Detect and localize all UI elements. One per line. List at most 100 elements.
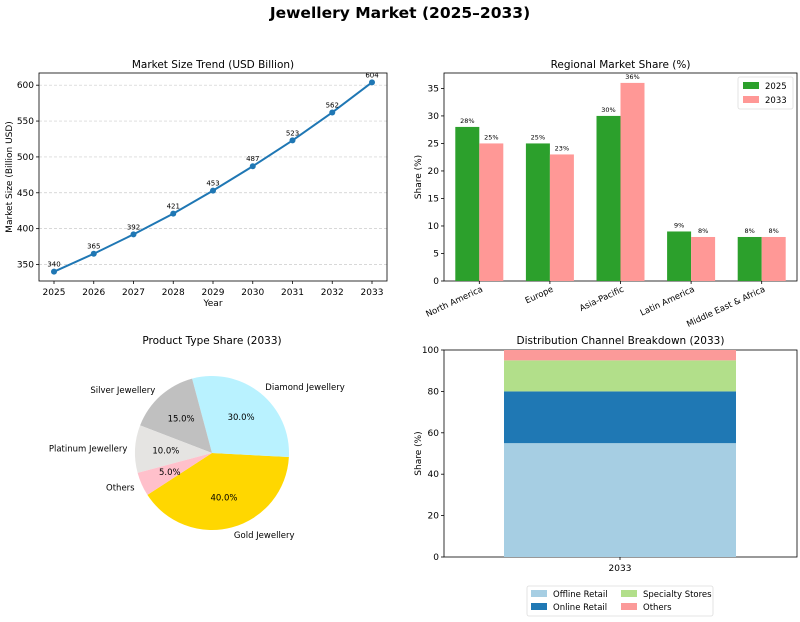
- stacked-bar-segment: [504, 360, 736, 392]
- pie-slice-label: Others: [106, 483, 135, 493]
- chart-title: Regional Market Share (%): [551, 59, 691, 71]
- legend-swatch: [621, 603, 637, 610]
- pie-slice: [135, 425, 212, 473]
- x-tick-label: 2029: [202, 288, 225, 298]
- data-point: [90, 250, 97, 257]
- bar: [549, 154, 574, 281]
- x-tick-label: North America: [425, 285, 485, 320]
- y-tick-label: 450: [17, 189, 34, 199]
- y-tick-label: 80: [428, 387, 440, 397]
- y-tick-label: 0: [433, 277, 439, 287]
- bar-value-label: 28%: [460, 117, 474, 125]
- data-point: [170, 210, 177, 217]
- chart-title: Product Type Share (2033): [142, 335, 281, 347]
- bar: [620, 82, 645, 282]
- pie-pct-label: 30.0%: [228, 413, 255, 423]
- y-tick-label: 20: [428, 167, 440, 177]
- legend-label: Offline Retail: [553, 590, 608, 600]
- x-tick-label: 2025: [43, 288, 66, 298]
- y-tick-label: 350: [17, 261, 34, 271]
- data-point: [130, 231, 137, 238]
- x-tick-label: Latin America: [639, 285, 697, 319]
- stacked-bar-segment: [504, 350, 736, 361]
- y-tick-label: 550: [17, 117, 34, 127]
- data-point: [210, 187, 216, 194]
- data-label: 365: [87, 243, 100, 251]
- bar-value-label: 30%: [601, 106, 615, 114]
- pie-slice-label: Silver Jewellery: [90, 386, 155, 396]
- data-label: 604: [365, 71, 379, 79]
- data-point: [51, 268, 57, 275]
- pie-pct-label: 40.0%: [210, 494, 237, 504]
- x-tick-label: Middle East & Africa: [685, 285, 767, 330]
- legend-swatch: [621, 590, 637, 597]
- bar-value-label: 25%: [531, 133, 545, 141]
- pie-pct-label: 10.0%: [152, 447, 179, 457]
- x-tick-label: 2033: [609, 564, 632, 574]
- y-tick-label: 35: [428, 84, 439, 94]
- legend-label: Specialty Stores: [643, 590, 712, 600]
- x-tick-label: 2030: [241, 288, 264, 298]
- bar: [691, 236, 716, 281]
- x-tick-label: 2033: [361, 288, 384, 298]
- x-tick-label: 2028: [162, 288, 185, 298]
- y-axis-label: Share (%): [414, 155, 424, 199]
- y-tick-label: 100: [422, 346, 439, 356]
- legend-label: Online Retail: [553, 603, 607, 613]
- bar-value-label: 25%: [484, 133, 498, 141]
- series-line: [53, 81, 373, 273]
- legend-box: [526, 585, 714, 617]
- x-tick-label: 2026: [82, 288, 105, 298]
- y-tick-label: 20: [428, 512, 440, 522]
- y-tick-label: 5: [433, 249, 439, 259]
- y-tick-label: 60: [428, 429, 440, 439]
- bar-value-label: 8%: [698, 227, 708, 235]
- pie-slice: [137, 453, 212, 495]
- bar-value-label: 23%: [555, 144, 569, 152]
- y-axis-label: Share (%): [414, 431, 424, 475]
- data-label: 340: [47, 261, 60, 269]
- chart-title: Distribution Channel Breakdown (2033): [517, 335, 725, 347]
- chart-title: Market Size Trend (USD Billion): [132, 59, 294, 71]
- data-point: [369, 79, 375, 86]
- bar: [479, 143, 504, 281]
- y-axis-label: Market Size (Billion USD): [5, 121, 15, 233]
- data-label: 562: [326, 101, 339, 109]
- bar: [596, 115, 621, 282]
- y-tick-label: 10: [428, 222, 440, 232]
- bar: [525, 143, 550, 281]
- legend-swatch: [743, 96, 759, 103]
- bar-value-label: 8%: [745, 227, 755, 235]
- y-tick-label: 25: [428, 139, 439, 149]
- bar: [667, 231, 692, 281]
- legend-label: 2025: [765, 82, 787, 92]
- pie-slice: [147, 453, 289, 530]
- pie-slice-label: Diamond Jewellery: [265, 383, 344, 393]
- x-tick-label: 2031: [281, 288, 304, 298]
- data-label: 523: [286, 129, 299, 137]
- stacked-bar-segment: [504, 391, 736, 444]
- legend-label: Others: [643, 603, 672, 613]
- bar-value-label: 36%: [625, 73, 639, 81]
- x-axis-label: Year: [202, 299, 222, 309]
- stacked-bar-segment: [504, 443, 736, 557]
- legend-swatch: [531, 603, 547, 610]
- bar-value-label: 8%: [769, 227, 779, 235]
- pie-pct-label: 15.0%: [168, 415, 195, 425]
- legend-label: 2033: [765, 96, 787, 106]
- y-tick-label: 30: [428, 112, 440, 122]
- bar: [737, 236, 762, 281]
- x-tick-label: Asia-Pacific: [578, 285, 626, 314]
- data-point: [249, 163, 256, 170]
- data-label: 421: [167, 203, 180, 211]
- x-tick-label: 2032: [321, 288, 344, 298]
- data-label: 487: [246, 155, 259, 163]
- y-tick-label: 0: [433, 553, 439, 563]
- figure-title: Jewellery Market (2025–2033): [269, 4, 531, 22]
- bar-value-label: 9%: [674, 221, 684, 229]
- legend-swatch: [743, 82, 759, 89]
- y-tick-label: 500: [17, 153, 34, 163]
- y-tick-label: 600: [17, 81, 34, 91]
- legend-swatch: [531, 590, 547, 597]
